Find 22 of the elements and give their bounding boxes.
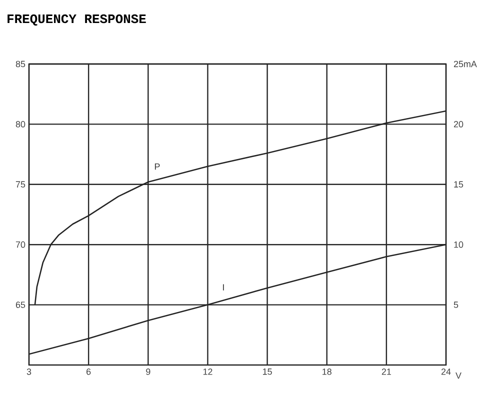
x-tick-label: 6: [86, 368, 91, 375]
x-tick-label: 15: [262, 368, 272, 375]
x-tick-label: 21: [382, 368, 391, 375]
chart-title: FREQUENCY RESPONSE: [8, 14, 146, 26]
y2-tick-label: 20: [454, 121, 464, 128]
x-tick-label: 18: [322, 368, 332, 375]
y2-tick-label: 5: [454, 302, 458, 308]
y-tick-label: 85: [16, 60, 26, 68]
y2-tick-label: 10: [454, 241, 464, 248]
y-tick-label: 65: [16, 302, 26, 308]
series-label: P: [154, 163, 160, 170]
y2-tick-label: 15: [454, 181, 464, 188]
y2-tick-label: 25mA: [454, 60, 477, 68]
x-axis-title: V: [456, 372, 462, 379]
x-tick-label: 24: [441, 368, 451, 375]
x-tick-label: 9: [146, 368, 150, 375]
y-tick-label: 75: [16, 181, 26, 188]
x-tick-label: 3: [26, 368, 32, 375]
y-tick-label: 80: [16, 121, 26, 128]
series-label: I: [222, 284, 224, 290]
x-tick-label: 12: [203, 368, 212, 375]
y-tick-label: 70: [16, 241, 26, 248]
